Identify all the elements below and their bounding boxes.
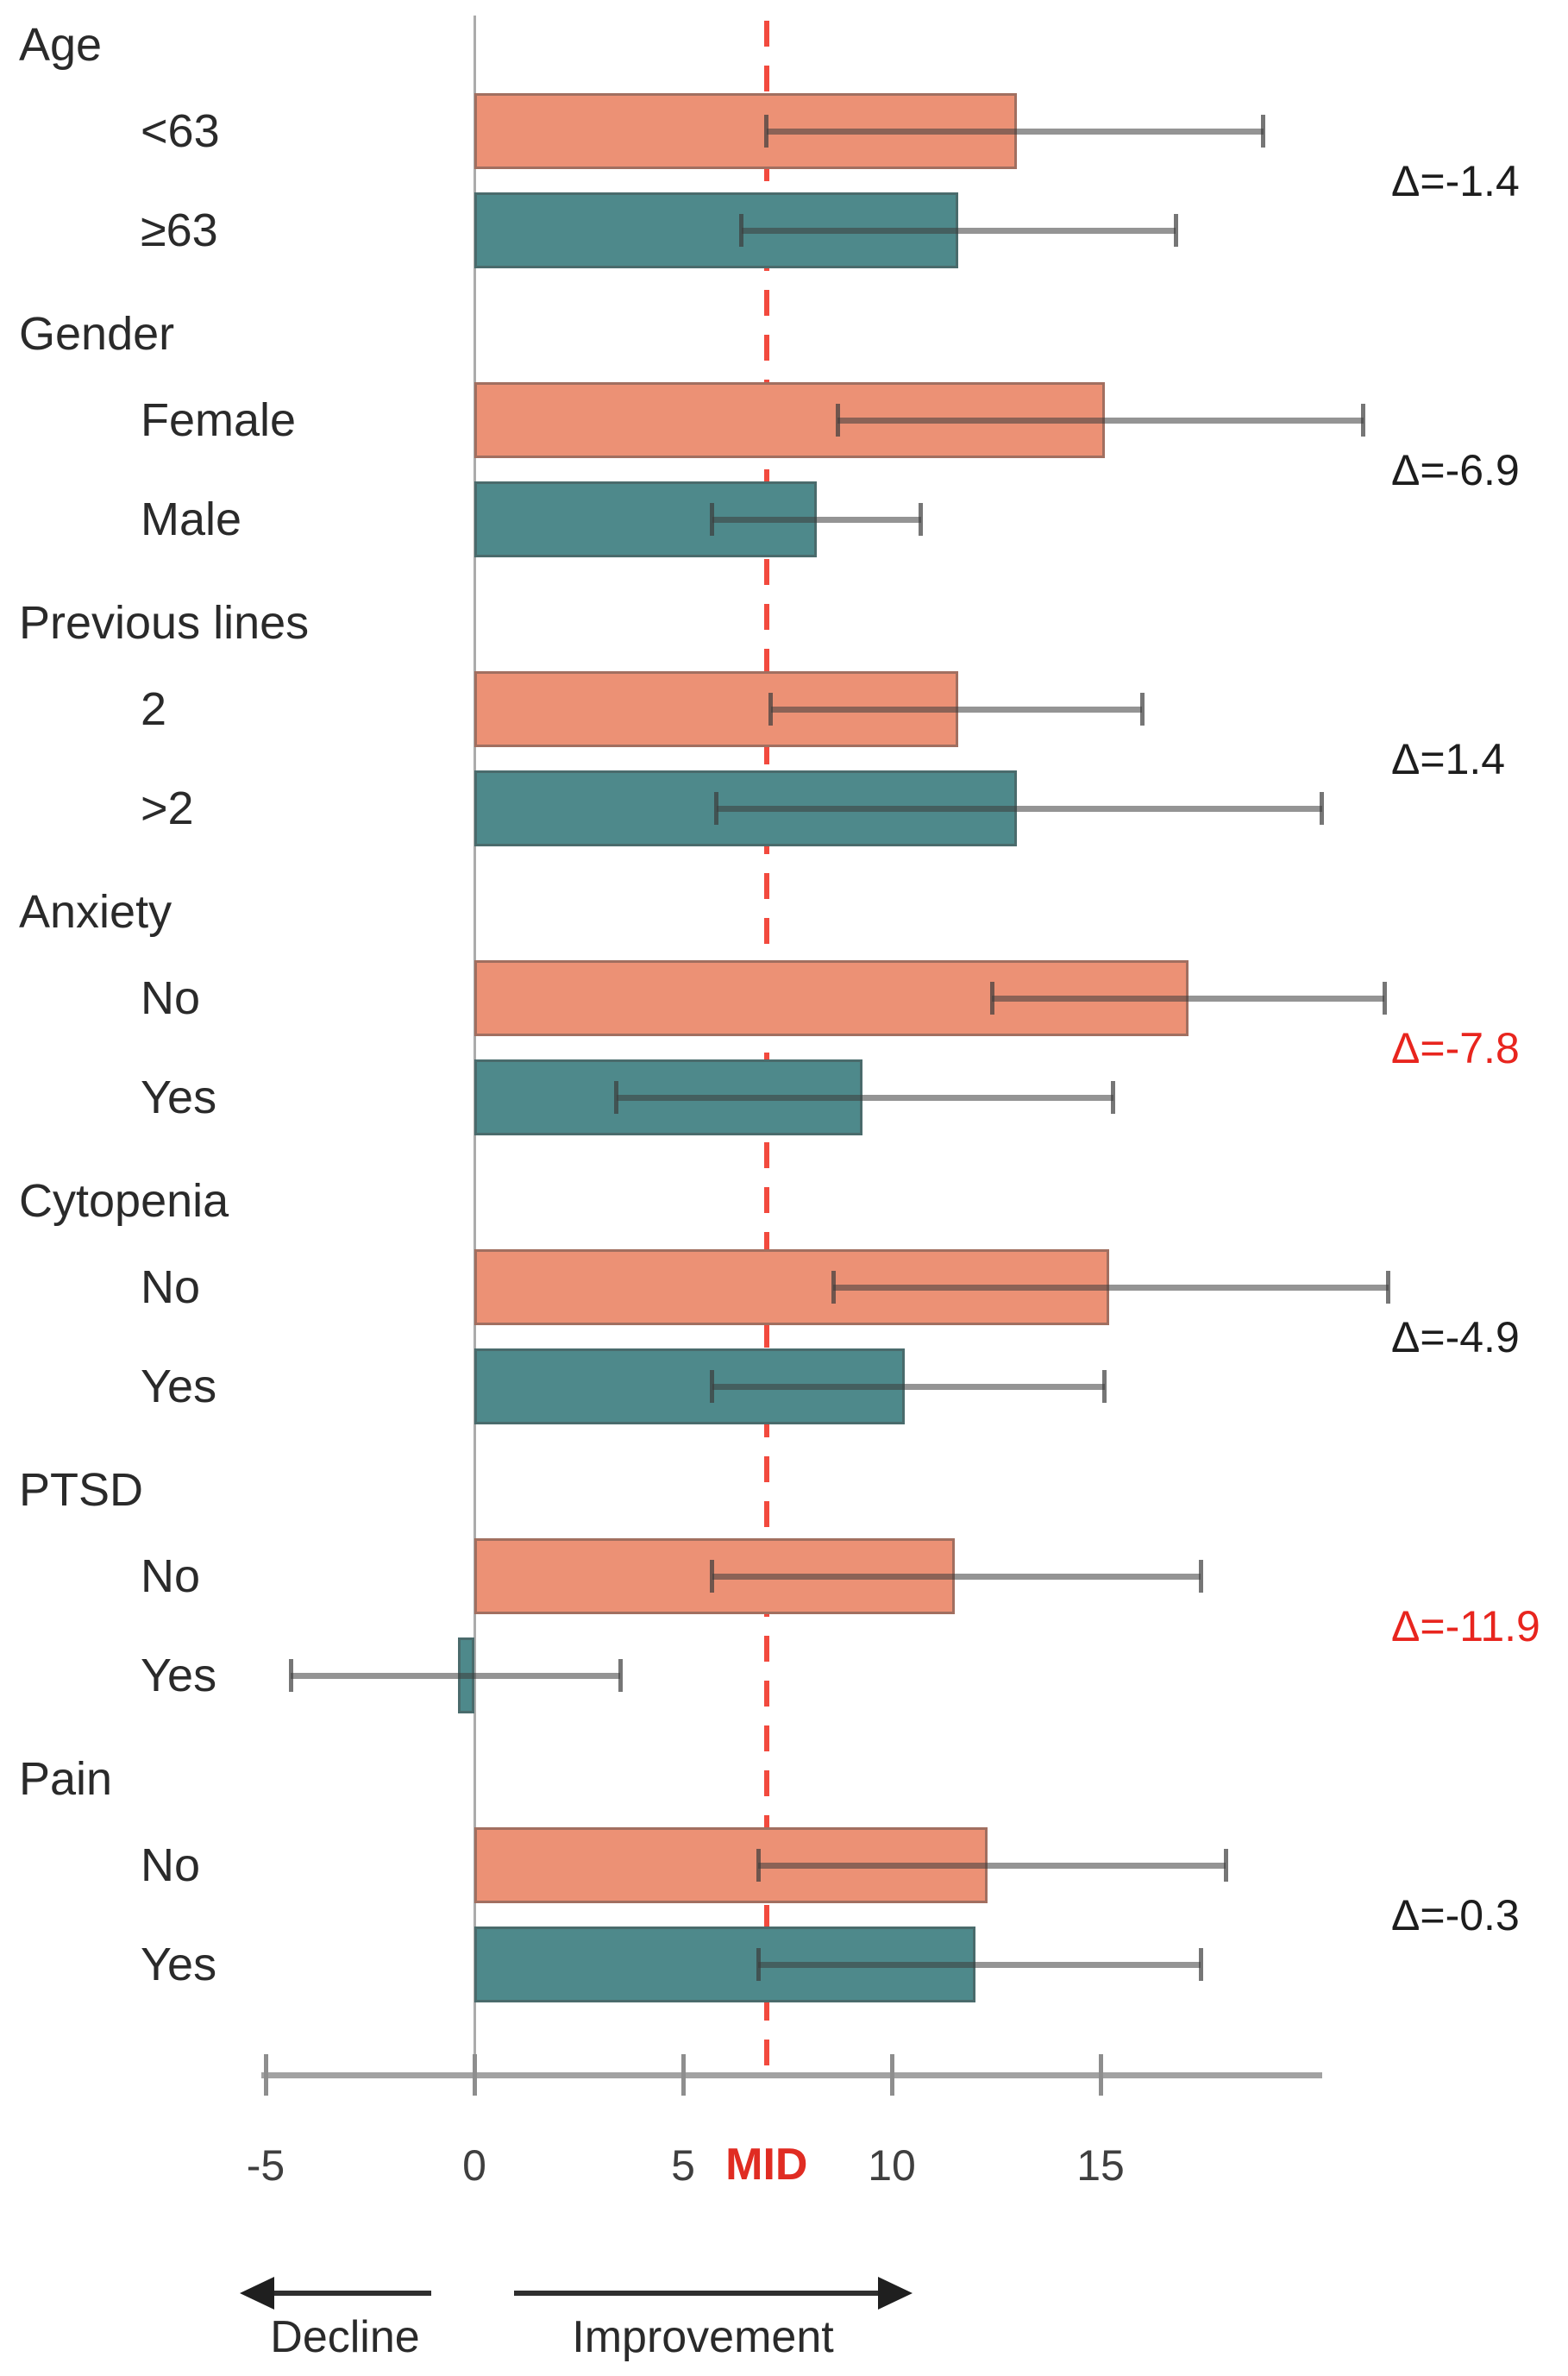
bar-label: Yes <box>141 1361 217 1412</box>
improvement-arrow <box>514 2291 878 2296</box>
x-tick-label: 10 <box>868 2141 916 2190</box>
bar-label: No <box>141 1839 201 1891</box>
group-label: Gender <box>19 308 175 360</box>
x-tick <box>681 2054 686 2096</box>
bar-label: Yes <box>141 1072 217 1123</box>
error-bar <box>712 1383 1105 1390</box>
error-bar <box>741 227 1176 234</box>
error-bar-cap-high <box>1173 214 1178 247</box>
error-bar <box>766 128 1264 135</box>
error-bar-cap-low <box>714 792 719 825</box>
bar-label: >2 <box>141 783 194 834</box>
error-bar <box>616 1094 1113 1101</box>
error-bar-cap-low <box>756 1948 761 1981</box>
x-tick <box>1098 2054 1103 2096</box>
delta-label: Δ=1.4 <box>1391 734 1506 783</box>
error-bar <box>758 1862 1226 1869</box>
error-bar-cap-high <box>1139 693 1145 726</box>
bar-label: Female <box>141 394 297 446</box>
error-bar-cap-high <box>1111 1081 1116 1114</box>
error-bar-cap-high <box>1320 792 1325 825</box>
decline-arrow-head-icon <box>240 2277 274 2310</box>
decline-arrow <box>273 2291 431 2296</box>
error-bar-cap-high <box>1382 982 1387 1015</box>
delta-label: Δ=-1.4 <box>1391 156 1520 205</box>
x-tick <box>889 2054 894 2096</box>
error-bar-cap-low <box>768 693 774 726</box>
error-bar <box>833 1284 1389 1291</box>
error-bar-cap-low <box>614 1081 619 1114</box>
group-label: Anxiety <box>19 886 172 938</box>
error-bar <box>712 516 921 523</box>
error-bar-cap-high <box>1223 1849 1228 1882</box>
error-bar-cap-high <box>1102 1370 1107 1403</box>
error-bar-cap-high <box>919 503 924 536</box>
bar-label: No <box>141 1261 201 1313</box>
error-bar <box>291 1672 621 1679</box>
delta-label: Δ=-4.9 <box>1391 1312 1520 1361</box>
x-axis-line <box>261 2072 1322 2078</box>
improvement-arrow-head-icon <box>878 2277 913 2310</box>
x-tick-label: 5 <box>671 2141 695 2190</box>
group-label: Age <box>19 19 103 71</box>
bar <box>474 1827 988 1903</box>
error-bar-cap-high <box>618 1659 623 1692</box>
error-bar-cap-low <box>710 503 715 536</box>
decline-label: Decline <box>270 2312 420 2362</box>
x-tick <box>263 2054 268 2096</box>
error-bar-cap-high <box>1261 115 1266 148</box>
bar-label: No <box>141 972 201 1024</box>
x-tick-label: 0 <box>462 2141 486 2190</box>
error-bar <box>758 1961 1201 1968</box>
error-bar <box>992 995 1385 1002</box>
error-bar <box>837 417 1364 424</box>
error-bar <box>716 805 1322 812</box>
delta-label: Δ=-0.3 <box>1391 1890 1520 1939</box>
error-bar-cap-low <box>764 115 769 148</box>
bar <box>474 1348 905 1424</box>
error-bar-cap-low <box>739 214 744 247</box>
error-bar-cap-high <box>1198 1948 1203 1981</box>
group-label: Previous lines <box>19 597 310 649</box>
group-label: Cytopenia <box>19 1175 229 1227</box>
error-bar-cap-high <box>1386 1271 1391 1304</box>
error-bar-cap-low <box>710 1560 715 1593</box>
error-bar-cap-low <box>831 1271 836 1304</box>
bar-label: Yes <box>141 1650 217 1701</box>
error-bar-cap-low <box>710 1370 715 1403</box>
zero-axis-line <box>473 16 476 2076</box>
bar-label: No <box>141 1550 201 1602</box>
error-bar-cap-low <box>756 1849 761 1882</box>
bar-label: Male <box>141 493 242 545</box>
mid-reference-line <box>763 21 769 2069</box>
error-bar-cap-low <box>288 1659 293 1692</box>
bar-label: 2 <box>141 683 167 735</box>
x-tick-label: -5 <box>246 2141 285 2190</box>
bar-label: ≥63 <box>141 204 218 256</box>
delta-label: Δ=-6.9 <box>1391 445 1520 494</box>
bar-label: Yes <box>141 1939 217 1990</box>
x-tick-label: 15 <box>1076 2141 1125 2190</box>
delta-label: Δ=-7.8 <box>1391 1023 1520 1072</box>
error-bar-cap-low <box>989 982 994 1015</box>
mid-label: MID <box>725 2140 808 2190</box>
error-bar-cap-high <box>1361 404 1366 437</box>
x-tick <box>472 2054 477 2096</box>
error-bar-cap-low <box>835 404 840 437</box>
error-bar-cap-high <box>1198 1560 1203 1593</box>
error-bar <box>712 1573 1201 1580</box>
group-label: PTSD <box>19 1464 144 1516</box>
error-bar <box>770 706 1143 713</box>
bar-label: <63 <box>141 105 220 157</box>
delta-label: Δ=-11.9 <box>1391 1601 1540 1650</box>
group-label: Pain <box>19 1753 113 1805</box>
improvement-label: Improvement <box>572 2312 834 2362</box>
